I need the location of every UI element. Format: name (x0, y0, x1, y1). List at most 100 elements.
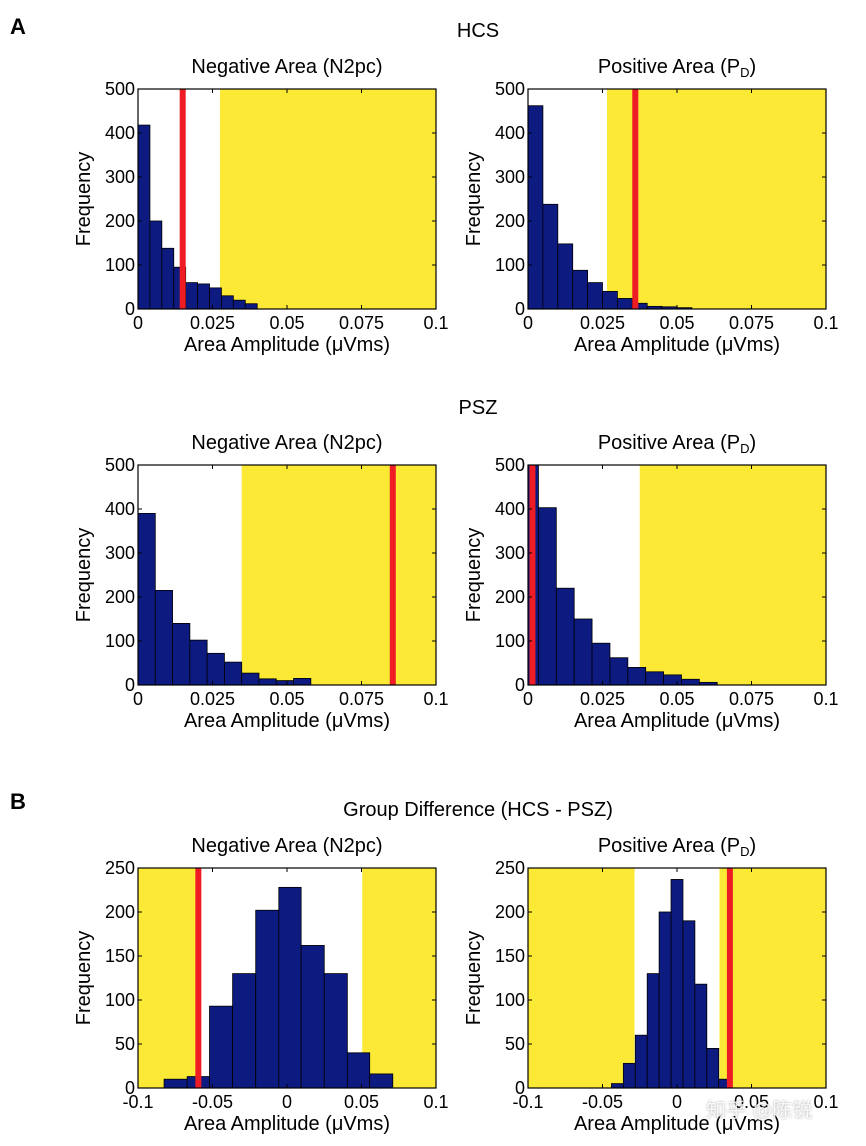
x-tick-label: 0.05 (269, 689, 304, 709)
chart-title-subscript: D (740, 441, 749, 456)
histogram-bar (241, 672, 260, 686)
y-tick-label: 500 (495, 455, 525, 475)
x-axis-label: Area Amplitude (μVms) (184, 710, 390, 732)
chart-2: 0 0.025 0.05 0.075 0.1 0 100 200 300 400 500 Area A… (463, 56, 839, 356)
y-tick-label: 100 (495, 255, 525, 275)
x-tick-label: 0.05 (269, 313, 304, 333)
chart-title: Positive Area (PD) (598, 56, 756, 80)
y-tick-label: 150 (105, 946, 135, 966)
histogram-bar (542, 203, 559, 310)
chart-title-main: Positive Area (P (598, 56, 740, 78)
y-tick-label: 100 (105, 255, 135, 275)
histogram-bar (209, 1005, 234, 1089)
significance-region (362, 868, 436, 1088)
chart-title-subscript: D (740, 65, 749, 80)
chart-title: Positive Area (PD) (598, 835, 756, 859)
y-axis-label: Frequency (463, 152, 485, 247)
y-tick-label: 100 (495, 631, 525, 651)
histogram-bar (622, 1062, 636, 1089)
chart-title: Negative Area (N2pc) (191, 56, 382, 78)
y-tick-label: 400 (495, 499, 525, 519)
histogram-bar (300, 945, 325, 1089)
x-axis-label: Area Amplitude (μVms) (184, 1113, 390, 1135)
histogram-bar (555, 587, 575, 686)
histogram-bar (258, 678, 277, 686)
histogram-bar (163, 1078, 188, 1089)
chart-3: 0 0.025 0.05 0.075 0.1 0 100 200 300 400 500 Area A… (73, 432, 449, 732)
chart-title-main: Positive Area (P (598, 835, 740, 857)
x-tick-label: 0.075 (729, 313, 774, 333)
chart-title-subscript: D (740, 844, 749, 859)
histogram-bar (602, 290, 618, 310)
x-tick-label: 0.05 (659, 313, 694, 333)
y-tick-label: 200 (105, 211, 135, 231)
histogram-bar (572, 269, 589, 310)
y-tick-label: 0 (515, 1078, 525, 1098)
x-axis-label: Area Amplitude (μVms) (574, 710, 780, 732)
x-tick-label: 0.025 (580, 313, 625, 333)
x-tick-label: -0.1 (512, 1092, 543, 1112)
histogram-bar (221, 295, 234, 310)
x-tick-label: 0.1 (813, 689, 838, 709)
histogram-bar (645, 671, 664, 686)
significance-region (528, 868, 635, 1088)
significance-region (241, 465, 436, 685)
y-tick-label: 300 (105, 543, 135, 563)
group-title-psz: PSZ (459, 397, 498, 419)
x-tick-label: 0.05 (659, 689, 694, 709)
x-tick-label: 0.075 (729, 689, 774, 709)
y-tick-label: 0 (515, 675, 525, 695)
histogram-bar (346, 1052, 371, 1089)
chart-title-main: Negative Area (N2pc) (191, 56, 382, 78)
significance-region (606, 89, 826, 309)
y-axis-label: Frequency (73, 528, 95, 623)
histogram-bar (538, 507, 557, 686)
histogram-bar (682, 920, 696, 1089)
group-title-hcs: HCS (457, 20, 499, 42)
histogram-bar (185, 282, 198, 310)
panel-b-label: B (10, 789, 26, 814)
y-tick-label: 300 (105, 167, 135, 187)
y-tick-label: 200 (105, 587, 135, 607)
y-tick-label: 400 (495, 123, 525, 143)
histogram-bar (573, 618, 593, 686)
y-tick-label: 300 (495, 167, 525, 187)
histogram-bar (232, 973, 257, 1089)
x-tick-label: 0 (133, 313, 143, 333)
histogram-bar (149, 220, 163, 310)
significance-region (719, 868, 826, 1088)
watermark-text: 知乎 @陈锐 (706, 1098, 813, 1122)
histogram-bar (627, 667, 647, 686)
x-tick-label: 0.075 (339, 689, 384, 709)
y-tick-label: 150 (495, 946, 525, 966)
chart-5: -0.1 -0.05 0 0.05 0.1 0 50 100 150 200 250 Area Amp… (73, 835, 449, 1135)
y-axis-label: Frequency (463, 931, 485, 1026)
histogram-bar (278, 886, 302, 1089)
y-axis-label: Frequency (463, 528, 485, 623)
y-tick-label: 0 (125, 1078, 135, 1098)
histogram-bar (369, 1073, 394, 1089)
y-tick-label: 0 (125, 299, 135, 319)
chart-title-close: ) (750, 835, 757, 857)
histogram-bar (670, 879, 684, 1089)
histogram-bar (527, 105, 544, 310)
x-axis-label: Area Amplitude (μVms) (574, 1113, 780, 1135)
significance-region (219, 89, 436, 309)
y-tick-label: 500 (105, 79, 135, 99)
x-tick-label: 0.025 (580, 689, 625, 709)
y-tick-label: 100 (495, 990, 525, 1010)
histogram-bar (658, 911, 672, 1089)
y-tick-label: 400 (105, 499, 135, 519)
y-tick-label: 200 (495, 587, 525, 607)
x-tick-label: 0.1 (423, 1092, 448, 1112)
y-tick-label: 400 (105, 123, 135, 143)
y-tick-label: 500 (105, 455, 135, 475)
y-tick-label: 250 (105, 858, 135, 878)
histogram-bar (197, 283, 210, 310)
y-tick-label: 200 (495, 211, 525, 231)
histogram-bar (617, 298, 633, 310)
x-tick-label: -0.1 (122, 1092, 153, 1112)
histogram-bar (706, 1048, 720, 1089)
x-tick-label: 0.025 (190, 313, 235, 333)
